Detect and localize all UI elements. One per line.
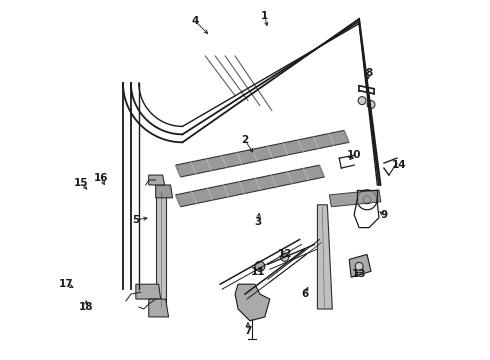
Polygon shape (175, 130, 349, 177)
Text: 5: 5 (132, 215, 140, 225)
Polygon shape (329, 190, 381, 207)
Text: 13: 13 (352, 269, 367, 279)
Text: 7: 7 (245, 326, 252, 336)
Circle shape (367, 100, 375, 109)
Circle shape (255, 261, 265, 271)
Polygon shape (136, 284, 161, 299)
Text: 14: 14 (392, 160, 406, 170)
Text: 12: 12 (277, 249, 292, 260)
Polygon shape (318, 205, 332, 309)
Text: 17: 17 (59, 279, 74, 289)
Text: 8: 8 (366, 68, 373, 78)
Polygon shape (149, 175, 165, 185)
Text: 18: 18 (79, 302, 94, 312)
Polygon shape (235, 284, 270, 321)
Text: 1: 1 (261, 11, 269, 21)
Text: 15: 15 (74, 178, 89, 188)
Text: 11: 11 (251, 267, 265, 277)
Text: 6: 6 (301, 289, 308, 299)
Polygon shape (175, 165, 324, 207)
Polygon shape (156, 190, 166, 309)
Polygon shape (149, 299, 169, 317)
Text: 16: 16 (94, 173, 108, 183)
Circle shape (358, 96, 366, 105)
Text: 9: 9 (380, 210, 388, 220)
Circle shape (355, 262, 363, 270)
Text: 2: 2 (242, 135, 248, 145)
Polygon shape (349, 255, 371, 277)
Text: 3: 3 (254, 217, 262, 227)
Polygon shape (156, 185, 172, 198)
Text: 4: 4 (192, 16, 199, 26)
Circle shape (281, 253, 289, 261)
Text: 10: 10 (347, 150, 362, 160)
